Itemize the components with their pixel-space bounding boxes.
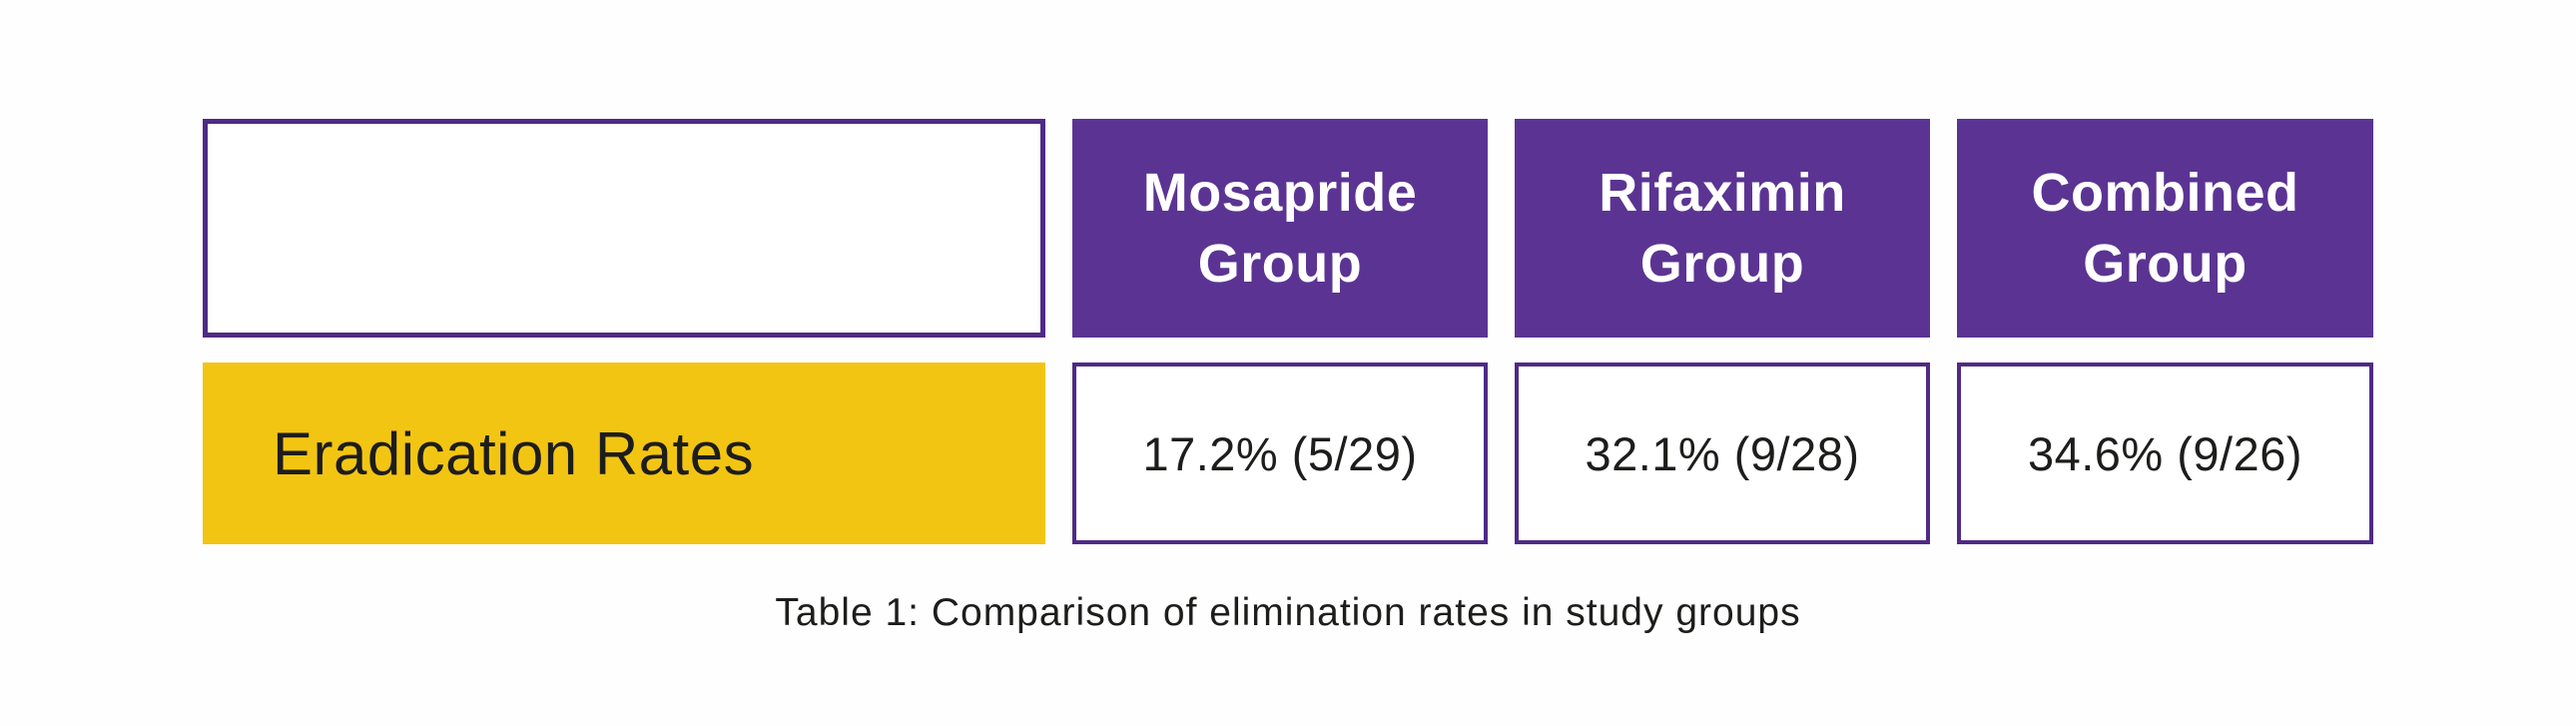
comparison-table: Mosapride Group Rifaximin Group Combined…	[203, 119, 2373, 544]
row-label-eradication-rates: Eradication Rates	[203, 363, 1045, 544]
value-cell-combined: 34.6% (9/26)	[1957, 363, 2373, 544]
value-text: 17.2% (5/29)	[1142, 426, 1418, 480]
table-caption: Table 1: Comparison of elimination rates…	[775, 591, 1801, 634]
column-header-mosapride-group: Mosapride Group	[1072, 119, 1488, 338]
column-header-label: Combined Group	[2031, 163, 2299, 294]
value-cell-rifaximin: 32.1% (9/28)	[1515, 363, 1930, 544]
column-header-combined-group: Combined Group	[1957, 119, 2373, 338]
value-cell-mosapride: 17.2% (5/29)	[1072, 363, 1488, 544]
column-header-label: Rifaximin Group	[1599, 163, 1846, 294]
value-text: 32.1% (9/28)	[1585, 426, 1860, 480]
row-label-text: Eradication Rates	[273, 419, 755, 487]
value-text: 34.6% (9/26)	[2027, 426, 2303, 480]
column-header-label: Mosapride Group	[1142, 163, 1418, 294]
table-corner-cell	[203, 119, 1045, 338]
column-header-rifaximin-group: Rifaximin Group	[1515, 119, 1930, 338]
